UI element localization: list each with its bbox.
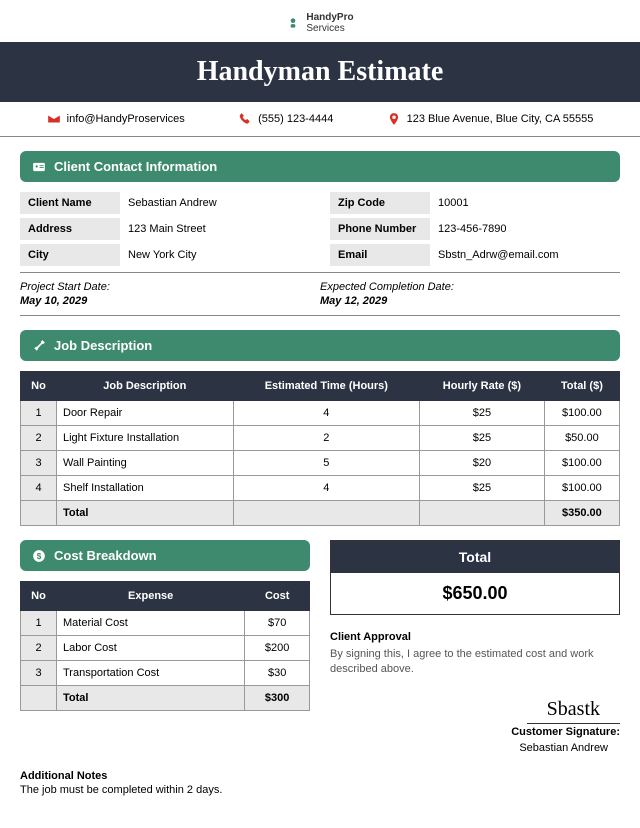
table-row: 1Material Cost$70 bbox=[21, 611, 310, 636]
cost-table: No Expense Cost 1Material Cost$702Labor … bbox=[20, 581, 310, 711]
contact-address: 123 Blue Avenue, Blue City, CA 55555 bbox=[387, 112, 594, 126]
table-row: 1Door Repair4$25$100.00 bbox=[21, 401, 620, 426]
grand-total: Total $650.00 bbox=[330, 540, 620, 615]
table-row: 3Wall Painting5$20$100.00 bbox=[21, 451, 620, 476]
cost-section: $ Cost Breakdown No Expense Cost 1Materi… bbox=[20, 540, 310, 754]
contact-bar: info@HandyProservices (555) 123-4444 123… bbox=[0, 102, 640, 137]
client-grid: Client NameSebastian Andrew Zip Code1000… bbox=[20, 192, 620, 266]
signature-scribble: Sbastk bbox=[527, 698, 620, 724]
table-row: 2Light Fixture Installation2$25$50.00 bbox=[21, 426, 620, 451]
cost-total-row: Total$300 bbox=[21, 686, 310, 711]
wrench-icon bbox=[32, 339, 46, 353]
contact-phone: (555) 123-4444 bbox=[238, 112, 333, 126]
table-row: 2Labor Cost$200 bbox=[21, 636, 310, 661]
contact-email: info@HandyProservices bbox=[47, 112, 185, 126]
job-section: Job Description No Job Description Estim… bbox=[20, 330, 620, 526]
page-title: Handyman Estimate bbox=[0, 56, 640, 88]
cost-section-header: $ Cost Breakdown bbox=[20, 540, 310, 571]
table-row: 3Transportation Cost$30 bbox=[21, 661, 310, 686]
dates-row: Project Start Date: May 10, 2029 Expecte… bbox=[20, 272, 620, 316]
job-section-header: Job Description bbox=[20, 330, 620, 361]
logo-bar: HandyPro Services bbox=[0, 0, 640, 42]
table-row: 4Shelf Installation4$25$100.00 bbox=[21, 476, 620, 501]
approval: Client Approval By signing this, I agree… bbox=[330, 631, 620, 678]
logo-text: HandyPro Services bbox=[306, 12, 353, 34]
signature-area: Sbastk Customer Signature: Sebastian And… bbox=[330, 698, 620, 754]
title-band: Handyman Estimate bbox=[0, 42, 640, 102]
client-section-header: Client Contact Information bbox=[20, 151, 620, 182]
email-icon bbox=[47, 112, 61, 126]
location-icon bbox=[387, 112, 401, 126]
svg-text:$: $ bbox=[37, 551, 42, 560]
logo-icon bbox=[286, 16, 300, 30]
phone-icon bbox=[238, 112, 252, 126]
id-card-icon bbox=[32, 160, 46, 174]
client-section: Client Contact Information Client NameSe… bbox=[20, 151, 620, 316]
dollar-icon: $ bbox=[32, 549, 46, 563]
job-total-row: Total$350.00 bbox=[21, 501, 620, 526]
notes: Additional Notes The job must be complet… bbox=[20, 770, 620, 796]
job-table: No Job Description Estimated Time (Hours… bbox=[20, 371, 620, 526]
